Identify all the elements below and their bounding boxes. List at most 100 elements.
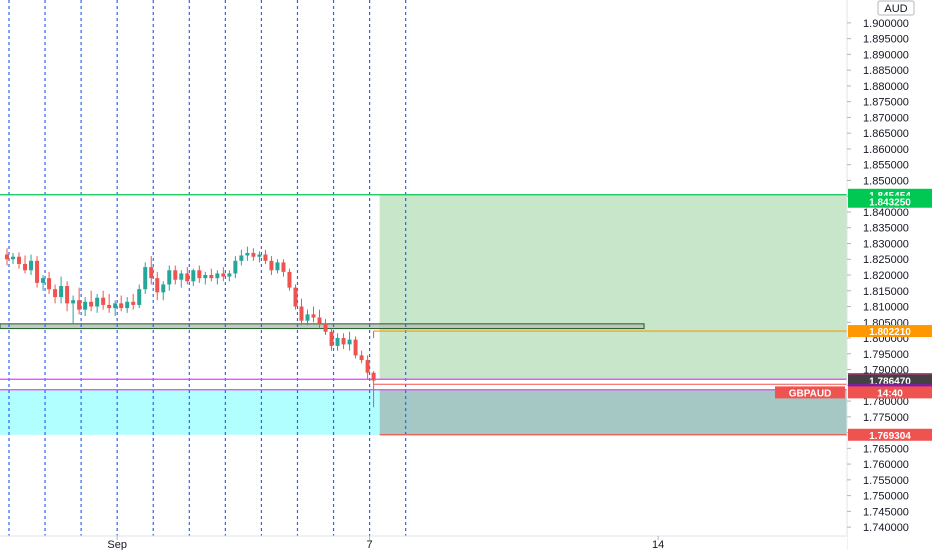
candle[interactable]: [263, 249, 268, 264]
candle[interactable]: [341, 333, 346, 350]
candle[interactable]: [59, 276, 64, 304]
candle[interactable]: [167, 265, 172, 291]
candle[interactable]: [269, 256, 274, 275]
candle[interactable]: [221, 267, 226, 282]
candle[interactable]: [101, 290, 106, 310]
candle[interactable]: [275, 259, 280, 274]
candle[interactable]: [317, 309, 322, 329]
candle-body: [155, 278, 160, 293]
candle[interactable]: [293, 284, 298, 310]
candle[interactable]: [29, 254, 34, 275]
price-level-tag[interactable]: 1.802210: [848, 325, 932, 338]
candle[interactable]: [113, 300, 118, 316]
candle[interactable]: [329, 328, 334, 351]
time-axis[interactable]: [0, 536, 847, 550]
price-tick-label: 1.895000: [863, 34, 909, 46]
candle[interactable]: [149, 256, 154, 285]
candle[interactable]: [131, 293, 136, 310]
price-tick-label: 1.740000: [863, 522, 909, 534]
candle[interactable]: [89, 290, 94, 312]
candle[interactable]: [239, 249, 244, 266]
candle[interactable]: [323, 319, 328, 335]
candle[interactable]: [305, 309, 310, 326]
price-axis[interactable]: [847, 0, 932, 550]
candle[interactable]: [5, 248, 9, 266]
symbol-price-tag[interactable]: GBPAUD 14:40: [775, 386, 932, 399]
candle[interactable]: [191, 268, 196, 287]
candle-body: [173, 270, 178, 280]
price-tick-label: 1.795000: [863, 349, 909, 361]
price-tick-label: 1.765000: [863, 443, 909, 455]
candle[interactable]: [53, 284, 58, 304]
candle[interactable]: [35, 256, 40, 288]
candle[interactable]: [257, 251, 262, 263]
price-tick-label: 1.750000: [863, 491, 909, 503]
candle[interactable]: [95, 293, 100, 313]
price-level-tag[interactable]: 1.786470: [848, 374, 932, 388]
candle[interactable]: [335, 333, 340, 351]
candle[interactable]: [227, 270, 232, 282]
candle[interactable]: [353, 336, 358, 359]
candle[interactable]: [173, 265, 178, 285]
price-level-tag[interactable]: 1.843250: [848, 195, 932, 209]
stop-zone[interactable]: [379, 389, 847, 435]
candle[interactable]: [107, 293, 112, 313]
price-level-tag[interactable]: 1.769304: [848, 428, 932, 442]
candle[interactable]: [41, 275, 46, 291]
session-lines-layer: [8, 0, 407, 536]
price-level-tag-label: 1.786470: [869, 377, 911, 388]
candle[interactable]: [203, 271, 208, 285]
candle[interactable]: [137, 284, 142, 309]
currency-badge[interactable]: [877, 0, 915, 16]
price-tick-label: 1.865000: [863, 128, 909, 140]
candle-body: [293, 287, 298, 307]
candle[interactable]: [17, 252, 22, 269]
candle[interactable]: [11, 252, 16, 264]
candle[interactable]: [359, 350, 364, 364]
candle-body: [269, 260, 274, 271]
price-tick-label: 1.780000: [863, 396, 909, 408]
candle[interactable]: [197, 265, 202, 283]
candle[interactable]: [215, 270, 220, 285]
candle[interactable]: [365, 355, 370, 379]
candle[interactable]: [155, 271, 160, 301]
target-zone[interactable]: [379, 194, 847, 380]
candle[interactable]: [83, 297, 88, 316]
candle[interactable]: [209, 268, 214, 282]
candle[interactable]: [251, 248, 256, 261]
candle[interactable]: [185, 267, 190, 285]
countdown-tag-bg: [848, 386, 932, 399]
candle[interactable]: [125, 297, 130, 313]
candle[interactable]: [371, 371, 376, 408]
price-tick-label: 1.870000: [863, 112, 909, 124]
candle[interactable]: [119, 295, 124, 312]
candle[interactable]: [311, 306, 316, 323]
price-tick-label: 1.745000: [863, 506, 909, 518]
candle[interactable]: [299, 298, 304, 326]
candle[interactable]: [281, 259, 286, 277]
candle[interactable]: [71, 295, 76, 324]
candle-body: [143, 267, 148, 290]
price-tick-label: 1.890000: [863, 49, 909, 61]
candle[interactable]: [161, 281, 166, 301]
candle-body: [83, 301, 88, 310]
candle[interactable]: [179, 270, 184, 288]
candle[interactable]: [287, 268, 292, 291]
candle[interactable]: [233, 256, 238, 279]
candle-body: [101, 297, 106, 305]
candle[interactable]: [143, 262, 148, 294]
price-level-tag-bg: [848, 428, 932, 441]
candle[interactable]: [77, 287, 82, 315]
candle-body: [179, 273, 184, 280]
supply-box[interactable]: [0, 323, 645, 330]
candle-body: [119, 303, 124, 309]
candle[interactable]: [23, 255, 28, 274]
candle[interactable]: [347, 331, 352, 351]
currency-badge-group: AUD: [877, 0, 915, 16]
candle[interactable]: [65, 281, 70, 312]
candle[interactable]: [245, 246, 250, 261]
candles-layer[interactable]: [5, 246, 376, 408]
candle[interactable]: [47, 271, 52, 294]
price-tick-label: 1.880000: [863, 81, 909, 93]
